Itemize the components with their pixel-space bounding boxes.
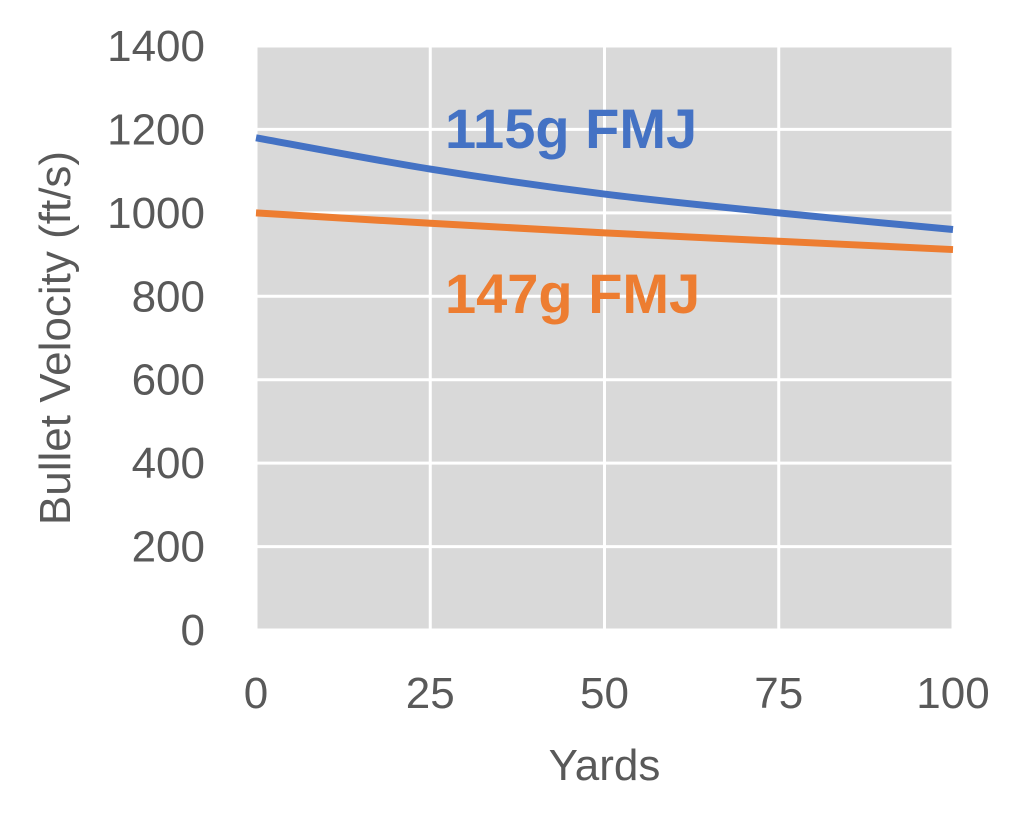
x-tick-label: 0	[244, 669, 268, 718]
y-tick-label: 1000	[107, 189, 205, 238]
series-line-115g-fmj	[255, 134, 954, 234]
y-tick-label: 0	[181, 606, 205, 655]
y-tick-label: 600	[132, 356, 205, 405]
grid-lines	[254, 44, 955, 632]
y-tick-label: 200	[132, 523, 205, 572]
y-tick-label: 1400	[107, 22, 205, 71]
y-axis-ticks: 0 200 400 600 800 1000 1200 1400	[107, 22, 205, 655]
series-label-147g-fmj: 147g FMJ	[445, 262, 700, 325]
series-line-147g-fmj	[255, 209, 954, 254]
y-tick-label: 800	[132, 272, 205, 321]
x-axis-title: Yards	[549, 741, 661, 790]
y-tick-label: 1200	[107, 105, 205, 154]
x-tick-label: 25	[406, 669, 455, 718]
x-tick-label: 100	[916, 669, 989, 718]
series-labels: 115g FMJ 147g FMJ	[445, 97, 700, 325]
x-tick-label: 75	[754, 669, 803, 718]
y-tick-label: 400	[132, 439, 205, 488]
series-lines	[255, 134, 954, 254]
x-tick-label: 50	[580, 669, 629, 718]
y-axis-title: Bullet Velocity (ft/s)	[31, 151, 80, 525]
series-label-115g-fmj: 115g FMJ	[445, 97, 697, 160]
x-axis-ticks: 0 25 50 75 100	[244, 669, 990, 718]
